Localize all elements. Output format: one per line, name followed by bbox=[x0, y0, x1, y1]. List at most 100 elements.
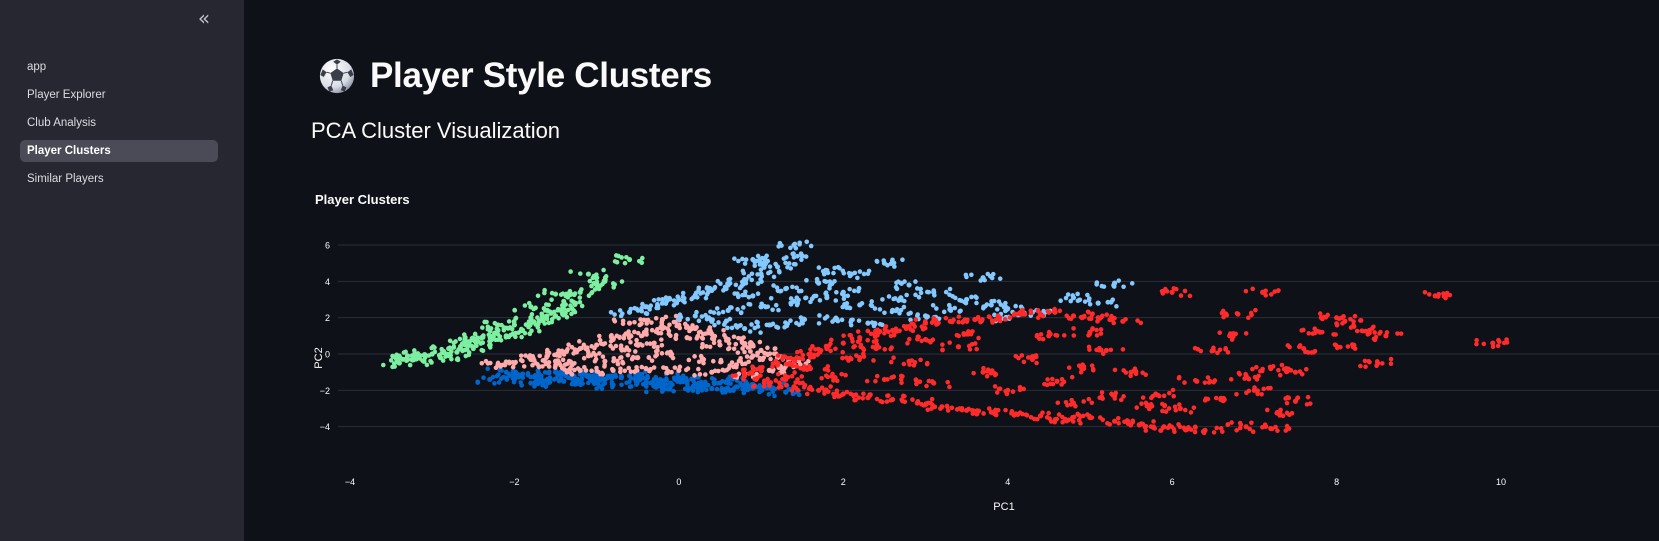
scatter-point[interactable] bbox=[585, 271, 592, 277]
scatter-point-density bbox=[694, 336, 700, 341]
scatter-point-density bbox=[947, 384, 952, 390]
scatter-point[interactable] bbox=[602, 358, 608, 364]
scatter-point-density bbox=[485, 366, 491, 372]
sidebar-item-player-explorer[interactable]: Player Explorer bbox=[27, 89, 106, 101]
scatter-point[interactable] bbox=[1169, 289, 1175, 295]
scatter-point-density bbox=[947, 340, 953, 345]
scatter-point[interactable] bbox=[865, 320, 871, 326]
scatter-point[interactable] bbox=[988, 302, 994, 308]
scatter-point-density bbox=[1068, 316, 1074, 322]
scatter-point-density bbox=[594, 365, 599, 371]
scatter-point-density bbox=[1243, 331, 1249, 336]
scatter-point[interactable] bbox=[1103, 347, 1109, 353]
sidebar-item-similar-players[interactable]: Similar Players bbox=[27, 173, 104, 185]
scatter-point-density bbox=[568, 303, 573, 308]
scatter-point-density bbox=[943, 315, 949, 321]
scatter-point-density bbox=[1187, 293, 1193, 299]
scatter-plot[interactable]: −4 −2 0 2 4 6 −4 −2 0 2 4 6 8 10 PC1 PC2 bbox=[244, 180, 1659, 520]
scatter-point[interactable] bbox=[750, 293, 756, 299]
page-title: Player Style Clusters bbox=[318, 52, 712, 100]
scatter-point-density bbox=[817, 313, 822, 318]
scatter-point[interactable] bbox=[626, 320, 633, 326]
scatter-point-density bbox=[560, 357, 566, 363]
scatter-point[interactable] bbox=[816, 387, 822, 393]
scatter-point-density bbox=[421, 352, 427, 358]
scatter-point-density bbox=[947, 286, 953, 292]
scatter-point-density bbox=[519, 383, 524, 388]
scatter-point-density bbox=[936, 320, 941, 326]
scatter-point-density bbox=[572, 302, 578, 308]
scatter-point[interactable] bbox=[1243, 424, 1249, 430]
scatter-point-density bbox=[747, 302, 753, 307]
scatter-point-density bbox=[1070, 293, 1076, 298]
scatter-point[interactable] bbox=[528, 380, 534, 386]
scatter-point-density bbox=[649, 327, 655, 333]
scatter-point[interactable] bbox=[840, 340, 846, 346]
scatter-point-density bbox=[714, 386, 720, 392]
scatter-point-density bbox=[442, 350, 447, 356]
scatter-point-density bbox=[1065, 292, 1071, 297]
scatter-point[interactable] bbox=[1177, 405, 1183, 412]
scatter-point-density bbox=[738, 355, 743, 361]
scatter-point-density bbox=[817, 298, 823, 303]
scatter-point[interactable] bbox=[980, 369, 986, 375]
scatter-point-density bbox=[993, 317, 999, 322]
scatter-point-density bbox=[527, 353, 533, 358]
scatter-point-density bbox=[801, 384, 807, 390]
sidebar-item-player-clusters[interactable]: Player Clusters bbox=[20, 140, 218, 162]
scatter-point[interactable] bbox=[758, 347, 764, 353]
scatter-point-density bbox=[775, 353, 781, 358]
scatter-point[interactable] bbox=[651, 340, 657, 346]
scatter-point-density bbox=[569, 372, 575, 377]
scatter-point-density bbox=[1003, 407, 1008, 413]
sidebar-item-app[interactable]: app bbox=[27, 61, 47, 73]
scatter-point[interactable] bbox=[643, 365, 649, 372]
scatter-point-density bbox=[759, 274, 765, 279]
scatter-point-density bbox=[533, 322, 539, 327]
scatter-point[interactable] bbox=[709, 385, 715, 392]
collapse-sidebar-icon[interactable]: « bbox=[197, 6, 211, 30]
scatter-point-density bbox=[474, 343, 479, 349]
scatter-point[interactable] bbox=[1111, 418, 1118, 424]
scatter-point-density bbox=[495, 362, 501, 367]
scatter-point-density bbox=[601, 267, 606, 273]
scatter-point-density bbox=[892, 264, 897, 269]
scatter-point-density bbox=[522, 303, 528, 308]
scatter-point-density bbox=[622, 333, 627, 338]
scatter-point-density bbox=[830, 371, 835, 377]
scatter-point-density bbox=[787, 360, 792, 366]
scatter-point-density bbox=[484, 319, 489, 325]
scatter-point-density bbox=[543, 302, 549, 307]
scatter-point-density bbox=[828, 348, 833, 354]
scatter-point-density bbox=[541, 306, 547, 311]
scatter-point-density bbox=[834, 388, 840, 393]
scatter-point-density bbox=[789, 373, 795, 379]
scatter-point-density bbox=[683, 325, 689, 330]
sidebar-item-club-analysis[interactable]: Club Analysis bbox=[27, 117, 97, 129]
scatter-point[interactable] bbox=[906, 282, 912, 288]
scatter-point[interactable] bbox=[1054, 378, 1060, 384]
scatter-point[interactable] bbox=[692, 313, 698, 319]
cluster-chart[interactable]: Player Clusters −4 −2 0 2 4 6 −4 −2 0 2 4 6 8 10 PC1 … bbox=[244, 180, 1659, 541]
scatter-point-density bbox=[1176, 375, 1182, 381]
scatter-point-density bbox=[535, 315, 540, 320]
scatter-point-density bbox=[830, 319, 835, 324]
scatter-point-density bbox=[894, 286, 900, 292]
scatter-point[interactable] bbox=[742, 325, 748, 332]
scatter-point-density bbox=[1081, 314, 1087, 320]
scatter-point-density bbox=[1085, 292, 1090, 298]
scatter-point-density bbox=[1004, 391, 1010, 397]
scatter-point-density bbox=[992, 370, 997, 376]
scatter-point-density bbox=[668, 333, 673, 339]
scatter-point-density bbox=[1028, 310, 1034, 316]
scatter-point[interactable] bbox=[1490, 340, 1496, 346]
scatter-point-density bbox=[1059, 377, 1065, 382]
scatter-point-density bbox=[861, 391, 866, 397]
scatter-point[interactable] bbox=[1095, 300, 1101, 306]
scatter-point-density bbox=[1289, 410, 1295, 416]
scatter-point-density bbox=[1254, 364, 1259, 370]
scatter-point[interactable] bbox=[1292, 369, 1299, 375]
scatter-point-density bbox=[633, 355, 639, 360]
scatter-point-density bbox=[900, 398, 905, 404]
scatter-point-density bbox=[480, 340, 486, 346]
